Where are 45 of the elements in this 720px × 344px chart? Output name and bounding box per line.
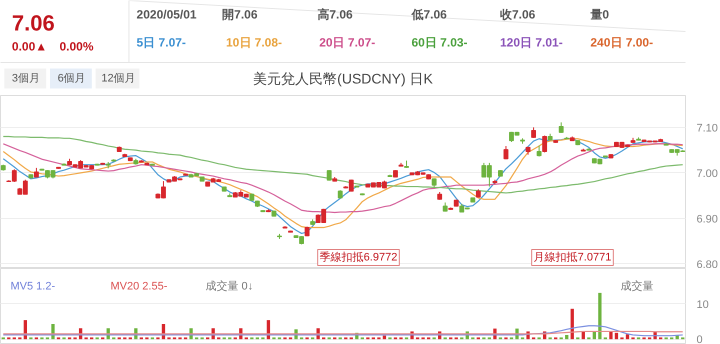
annotation: MV20 2.55- <box>110 280 168 292</box>
annotation: 成交量 <box>620 280 654 292</box>
text: 收7.06 <box>500 8 536 22</box>
candlestick <box>536 145 542 158</box>
line-series <box>2 325 684 336</box>
bar <box>570 308 574 340</box>
text: 10日 7.08- <box>226 36 282 50</box>
y-tick-label: 0 <box>696 334 703 344</box>
candlestick <box>531 126 536 138</box>
text: 60日 7.03- <box>412 36 468 50</box>
text: 開7.06 <box>222 8 258 22</box>
y-tick-label: 6.80 <box>696 258 718 271</box>
text: 5日 7.07- <box>136 36 186 50</box>
y-tick-label: 10 <box>696 298 709 311</box>
text: 12個月 <box>101 72 136 84</box>
bar <box>565 334 568 340</box>
line-series <box>2 143 684 214</box>
candlestick <box>504 146 508 160</box>
chart-title: 美元兌人民幣(USDCNY) 日K <box>253 70 434 86</box>
text: 20日 7.07- <box>319 36 376 50</box>
y-tick-label: 7.00 <box>696 168 718 180</box>
text: 120日 7.01- <box>500 36 563 50</box>
annotation: MV5 1.2- <box>10 280 56 292</box>
candlestick <box>542 135 548 153</box>
bar <box>592 331 596 340</box>
y-tick-label: 7.10 <box>696 122 718 134</box>
y-tick-label: 6.90 <box>696 213 718 226</box>
bar <box>582 331 585 340</box>
text: 高7.06 <box>317 8 353 22</box>
text: 6個月 <box>58 72 86 84</box>
candlestick <box>34 167 39 178</box>
text: 0.00▲ <box>12 40 48 54</box>
text: 3個月 <box>12 72 40 84</box>
bar <box>598 292 602 340</box>
candlestick <box>558 122 564 134</box>
line-series <box>2 136 684 194</box>
annotation: 月線扣抵7.0771 <box>534 252 612 264</box>
text: 2020/05/01 <box>136 8 197 22</box>
text: 低7.06 <box>410 8 448 22</box>
text: 0.00% <box>59 40 94 54</box>
annotation: 季線扣抵6.9772 <box>320 250 398 264</box>
annotation: 成交量 0↓ <box>206 280 254 292</box>
text: 240日 7.00- <box>590 36 654 50</box>
text: 量0 <box>589 8 610 22</box>
text: 7.06 <box>12 10 55 36</box>
